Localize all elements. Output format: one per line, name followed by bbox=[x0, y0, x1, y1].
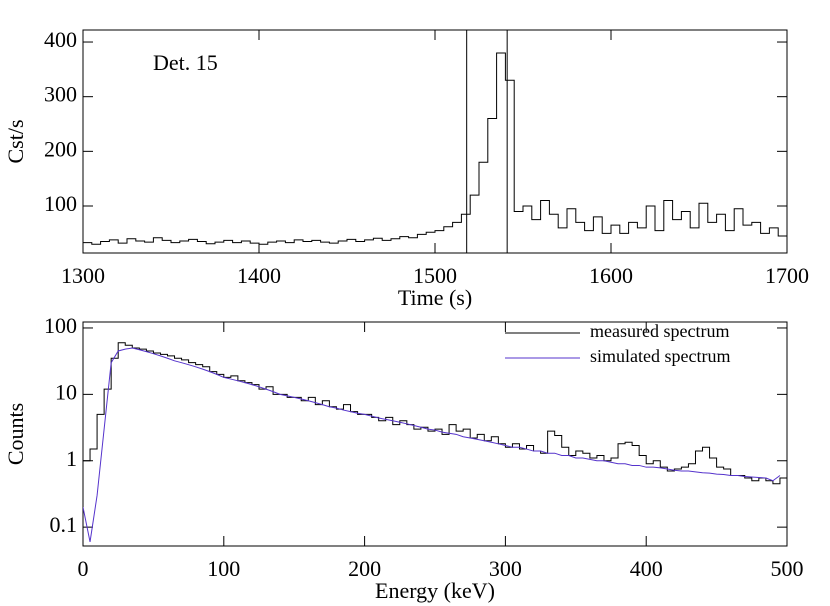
x-tick-label: 100 bbox=[207, 556, 240, 581]
x-tick-label: 400 bbox=[630, 556, 663, 581]
x-tick-label: 500 bbox=[771, 556, 804, 581]
data-line bbox=[83, 347, 781, 542]
y-tick-label: 100 bbox=[44, 313, 77, 338]
x-tick-label: 1400 bbox=[237, 263, 281, 288]
plot-area bbox=[83, 342, 787, 542]
plot-area bbox=[83, 30, 787, 253]
x-tick-label: 1300 bbox=[61, 263, 105, 288]
x-tick-label: 1700 bbox=[765, 263, 809, 288]
legend-label: simulated spectrum bbox=[590, 346, 730, 366]
y-tick-label: 400 bbox=[44, 27, 77, 52]
x-tick-label: 1500 bbox=[413, 263, 457, 288]
y-axis-label: Cst/s bbox=[3, 119, 28, 163]
x-axis-label: Time (s) bbox=[398, 285, 472, 310]
x-tick-label: 200 bbox=[348, 556, 381, 581]
y-tick-label: 100 bbox=[44, 191, 77, 216]
x-tick-label: 1600 bbox=[589, 263, 633, 288]
plot-frame bbox=[82, 321, 788, 547]
annotation: Det. 15 bbox=[153, 50, 218, 75]
y-tick-label: 200 bbox=[44, 136, 77, 161]
x-tick-label: 0 bbox=[78, 556, 89, 581]
y-tick-label: 10 bbox=[55, 379, 77, 404]
y-tick-label: 1 bbox=[66, 446, 77, 471]
legend-label: measured spectrum bbox=[590, 321, 729, 341]
y-tick-label: 300 bbox=[44, 82, 77, 107]
x-axis-label: Energy (keV) bbox=[375, 578, 495, 603]
y-tick-label: 0.1 bbox=[50, 512, 78, 537]
y-axis-label: Counts bbox=[3, 403, 28, 465]
x-tick-label: 300 bbox=[489, 556, 522, 581]
data-line bbox=[83, 52, 787, 245]
